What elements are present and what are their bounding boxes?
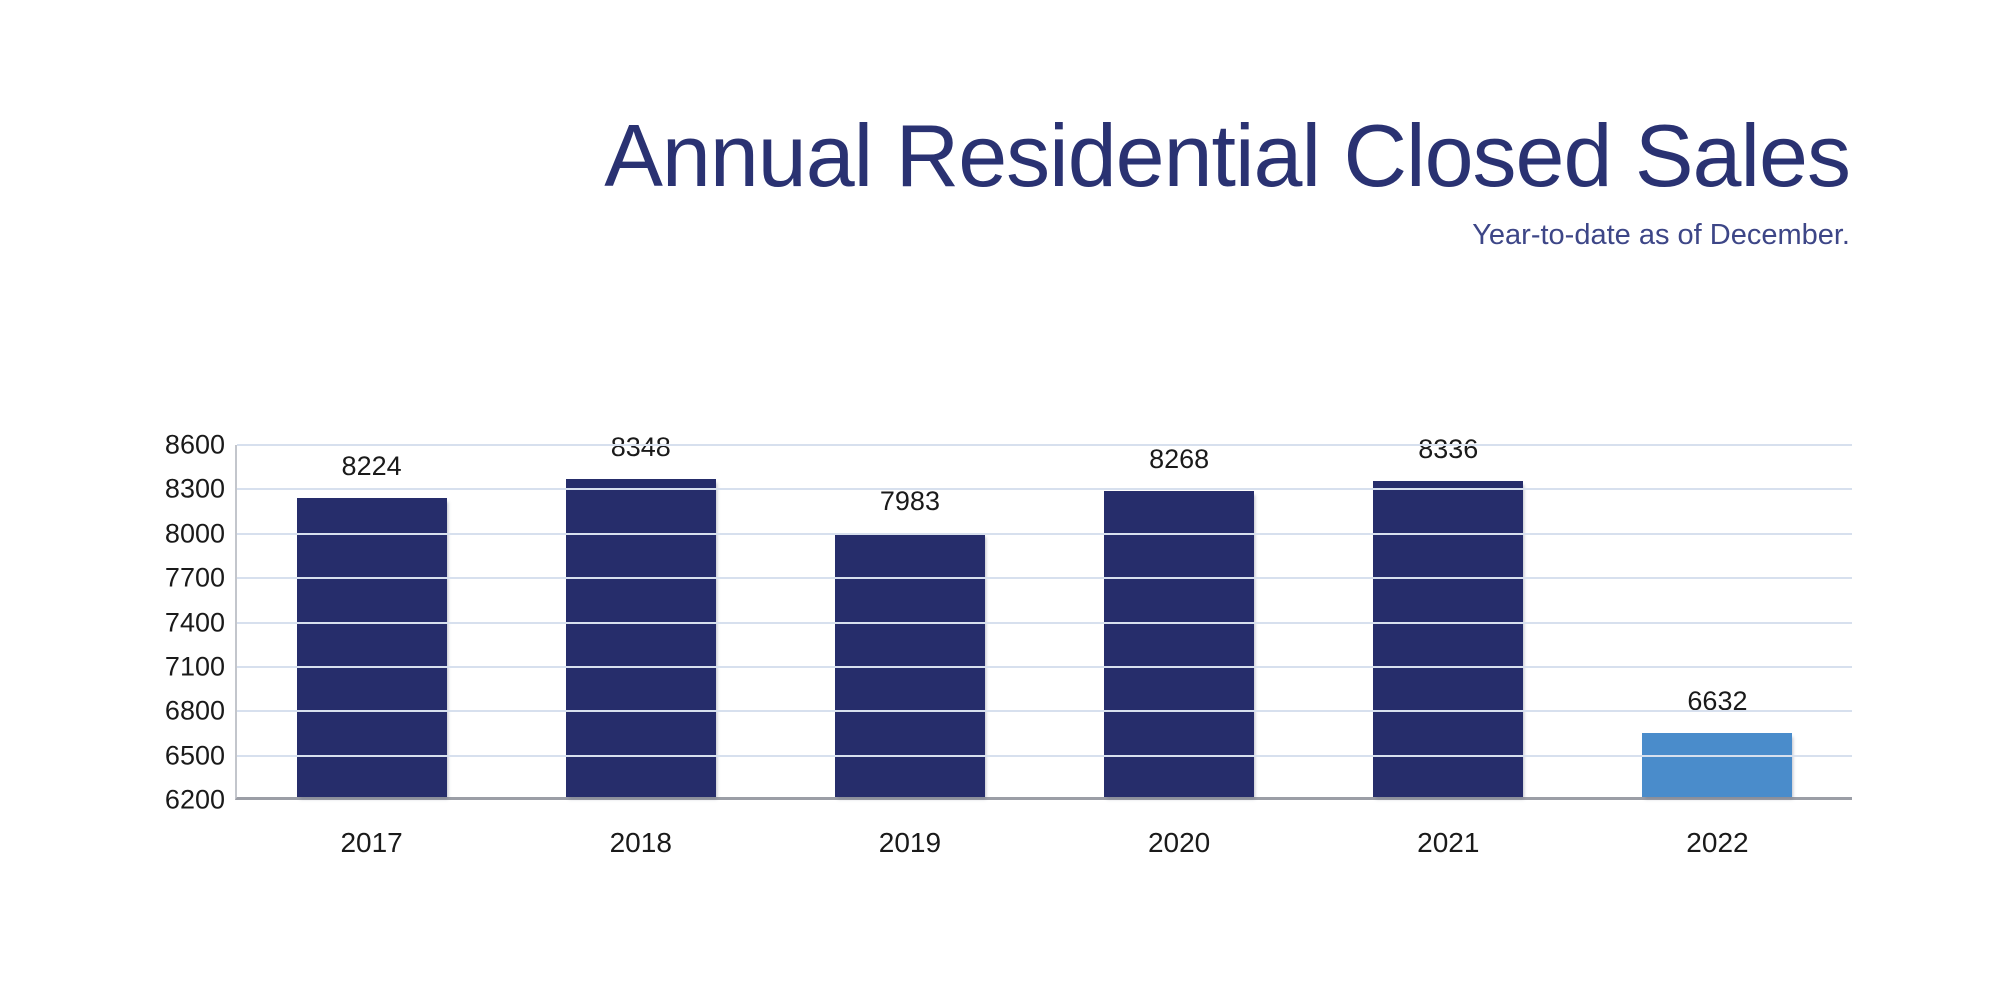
bar-group-2022: 6632 2022 bbox=[1583, 445, 1852, 858]
y-axis-tick-label: 6800 bbox=[164, 695, 225, 726]
gridline bbox=[237, 444, 1852, 446]
chart-header: Annual Residential Closed Sales Year-to-… bbox=[604, 106, 1851, 252]
gridline bbox=[237, 665, 1852, 668]
bar-2018 bbox=[565, 479, 716, 797]
bar-group-2017: 8224 2017 bbox=[237, 445, 506, 858]
bar-2022 bbox=[1642, 733, 1793, 797]
bar-value-label: 8268 bbox=[1149, 444, 1210, 475]
bar-2020 bbox=[1104, 491, 1255, 797]
x-axis-label: 2020 bbox=[1147, 827, 1211, 858]
bar-value-label: 8336 bbox=[1418, 434, 1479, 465]
gridline bbox=[237, 621, 1852, 624]
gridline bbox=[237, 488, 1852, 491]
bar-group-2020: 8268 2020 bbox=[1045, 444, 1314, 858]
y-axis-tick-label: 6500 bbox=[164, 740, 225, 771]
y-axis-tick-label: 6200 bbox=[164, 784, 225, 815]
x-axis-label: 2018 bbox=[609, 827, 672, 858]
gridline bbox=[237, 577, 1852, 580]
y-axis-tick-label: 8600 bbox=[164, 429, 225, 460]
y-axis-tick-label: 8300 bbox=[164, 473, 225, 504]
gridline bbox=[237, 532, 1852, 535]
gridline bbox=[237, 754, 1852, 757]
y-axis-tick-label: 8000 bbox=[164, 518, 225, 549]
gridline bbox=[237, 710, 1852, 713]
y-axis-tick-label: 7700 bbox=[164, 562, 225, 593]
bar-value-label: 6632 bbox=[1687, 686, 1748, 717]
x-axis-label: 2017 bbox=[340, 827, 403, 858]
y-axis-tick-label: 7100 bbox=[164, 651, 225, 682]
y-axis-tick-label: 7400 bbox=[164, 607, 225, 637]
bar-value-label: 8348 bbox=[610, 432, 671, 463]
bar-group-2018: 8348 2018 bbox=[506, 432, 775, 858]
chart-title: Annual Residential Closed Sales bbox=[604, 106, 1851, 205]
bar-value-label: 8224 bbox=[341, 450, 402, 481]
x-axis-label: 2021 bbox=[1417, 827, 1480, 858]
bar-value-label: 7983 bbox=[879, 486, 940, 517]
x-axis-label: 2019 bbox=[878, 827, 942, 858]
x-axis-label: 2022 bbox=[1686, 827, 1749, 858]
chart-subtitle: Year-to-date as of December. bbox=[1472, 218, 1850, 251]
bar-2017 bbox=[296, 497, 447, 797]
plot-area: 8224 2017 8348 2018 7983 2019 8268 2020 8336 2021… bbox=[165, 430, 1852, 858]
bar-2021 bbox=[1373, 481, 1524, 797]
